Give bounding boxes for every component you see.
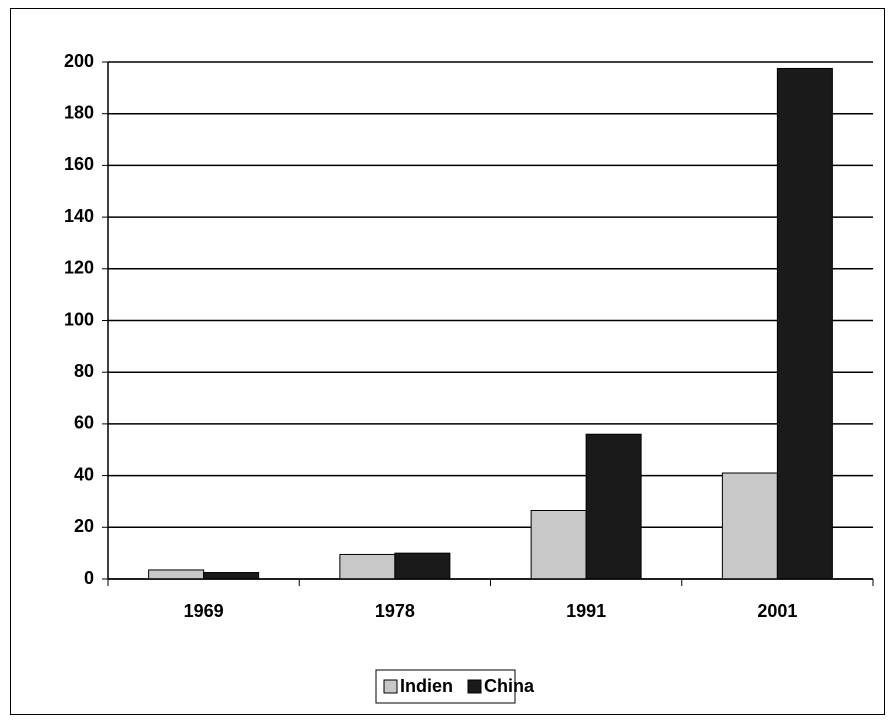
x-tick-label: 2001 [757, 601, 797, 621]
y-tick-label: 60 [74, 413, 94, 433]
legend-swatch [467, 679, 482, 694]
chart-border [10, 8, 885, 715]
legend-swatch [383, 679, 398, 694]
bar [776, 67, 833, 580]
y-tick-label: 120 [64, 258, 94, 278]
bar [203, 572, 260, 580]
y-tick-label: 80 [74, 361, 94, 381]
y-tick-label: 200 [64, 51, 94, 71]
legend-label: Indien [400, 676, 453, 696]
y-tick-label: 0 [84, 568, 94, 588]
x-tick-label: 1969 [184, 601, 224, 621]
bar [394, 552, 451, 580]
bar [148, 569, 205, 580]
legend-label: China [484, 676, 535, 696]
x-tick-label: 1991 [566, 601, 606, 621]
bar [585, 433, 642, 580]
y-tick-label: 180 [64, 102, 94, 122]
x-tick-label: 1978 [375, 601, 415, 621]
bar [339, 553, 396, 580]
legend-box [375, 669, 516, 704]
y-tick-label: 40 [74, 464, 94, 484]
bar [721, 472, 778, 580]
y-tick-label: 20 [74, 516, 94, 536]
bar [530, 509, 587, 580]
y-tick-label: 140 [64, 206, 94, 226]
y-tick-label: 100 [64, 309, 94, 329]
y-tick-label: 160 [64, 154, 94, 174]
